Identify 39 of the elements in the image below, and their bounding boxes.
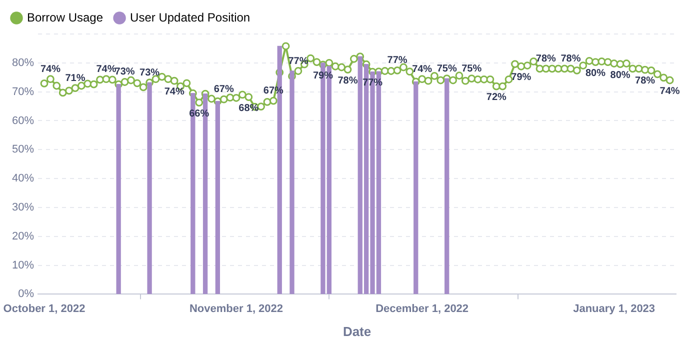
legend-label: User Updated Position <box>130 10 250 24</box>
data-label: 78% <box>338 75 358 86</box>
data-label: 74% <box>96 64 116 75</box>
data-label: 80% <box>585 68 606 79</box>
data-label: 66% <box>189 108 210 120</box>
y-tick-label: 0% <box>18 288 34 300</box>
x-tick-label: October 1, 2022 <box>3 302 86 315</box>
data-label: 74% <box>660 86 680 98</box>
data-label: 78% <box>536 53 556 64</box>
x-tick-label: January 1, 2023 <box>573 302 656 315</box>
data-label: 77% <box>387 55 408 66</box>
y-tick-label: 50% <box>12 144 34 156</box>
y-tick-label: 70% <box>12 86 34 98</box>
data-label: 79% <box>312 70 334 82</box>
x-axis-title: Date <box>342 324 372 339</box>
data-label: 71% <box>65 72 86 84</box>
data-label: 73% <box>140 67 160 78</box>
y-tick-label: 80% <box>12 56 34 69</box>
y-tick-label: 20% <box>12 230 34 242</box>
data-label: 75% <box>436 63 457 74</box>
data-label: 75% <box>462 63 482 74</box>
data-label: 80% <box>610 70 630 81</box>
y-tick-label: 30% <box>12 202 34 214</box>
y-tick-label: 40% <box>12 172 34 185</box>
bar <box>290 70 294 294</box>
data-label: 74% <box>164 86 184 98</box>
y-tick-label: 60% <box>12 114 34 127</box>
data-label: 78% <box>560 53 581 64</box>
data-label: 67% <box>214 84 234 96</box>
legend-label: Borrow Usage <box>27 10 104 24</box>
data-label: 73% <box>114 66 135 78</box>
data-label: 74% <box>412 64 432 75</box>
x-tick-label: December 1, 2022 <box>376 302 469 315</box>
data-label: 74% <box>40 64 61 75</box>
y-tick-label: 10% <box>12 259 34 272</box>
data-label: 79% <box>511 72 532 84</box>
data-label: 72% <box>486 92 506 104</box>
data-label: 78% <box>635 76 656 87</box>
x-tick-label: November 1, 2022 <box>189 302 284 315</box>
